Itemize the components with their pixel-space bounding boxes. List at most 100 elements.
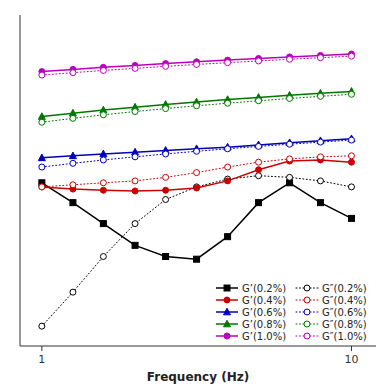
legend-label: G’(1.0%) bbox=[242, 331, 286, 342]
point bbox=[256, 200, 262, 206]
point bbox=[194, 256, 200, 262]
series bbox=[39, 53, 355, 78]
legend-label: G’(0.6%) bbox=[242, 307, 286, 318]
point bbox=[39, 119, 45, 125]
point bbox=[256, 143, 262, 149]
series bbox=[39, 157, 355, 194]
series bbox=[39, 137, 355, 170]
point bbox=[194, 103, 200, 109]
legend-marker bbox=[304, 285, 310, 291]
point bbox=[348, 53, 354, 59]
legend-marker bbox=[224, 285, 230, 291]
x-tick-label: 10 bbox=[344, 353, 358, 366]
background bbox=[0, 0, 391, 391]
point bbox=[163, 197, 169, 203]
legend-item: G″(0.4%) bbox=[296, 295, 367, 306]
point bbox=[39, 184, 45, 190]
point bbox=[225, 164, 231, 170]
x-tick bbox=[41, 346, 42, 351]
line bbox=[42, 139, 352, 158]
point bbox=[70, 160, 76, 166]
point bbox=[69, 152, 76, 159]
legend-item: G″(1.0%) bbox=[296, 331, 367, 342]
legend-marker bbox=[304, 297, 310, 303]
point bbox=[100, 112, 106, 118]
legend-marker bbox=[224, 308, 231, 315]
point bbox=[163, 254, 169, 260]
point bbox=[100, 254, 106, 260]
point bbox=[39, 323, 45, 329]
point bbox=[132, 188, 138, 194]
y-axis-line bbox=[20, 15, 21, 346]
x-axis: 1 10 bbox=[38, 346, 358, 366]
point bbox=[348, 215, 354, 221]
series bbox=[39, 153, 355, 190]
point bbox=[287, 95, 293, 101]
point bbox=[317, 178, 323, 184]
point bbox=[39, 164, 45, 170]
x-axis-label: Frequency (Hz) bbox=[147, 370, 249, 384]
point bbox=[256, 159, 262, 165]
series bbox=[39, 173, 355, 329]
legend-marker bbox=[224, 297, 230, 303]
point bbox=[38, 113, 45, 120]
legend-item: G’(0.6%) bbox=[216, 307, 286, 318]
point bbox=[70, 70, 76, 76]
line bbox=[42, 160, 352, 191]
x-tick-label: 1 bbox=[38, 353, 45, 366]
point bbox=[256, 173, 262, 179]
line bbox=[42, 176, 352, 326]
x-tick bbox=[351, 346, 352, 351]
plot-area bbox=[38, 51, 355, 329]
point bbox=[194, 148, 200, 154]
point bbox=[100, 221, 106, 227]
point bbox=[287, 156, 293, 162]
line bbox=[42, 94, 352, 122]
point bbox=[100, 150, 107, 157]
point bbox=[317, 55, 323, 61]
point bbox=[100, 67, 106, 73]
point bbox=[70, 289, 76, 295]
legend-label: G’(0.4%) bbox=[242, 295, 286, 306]
point bbox=[194, 185, 200, 191]
point bbox=[317, 154, 323, 160]
point bbox=[132, 221, 138, 227]
legend-label: G″(0.4%) bbox=[322, 295, 367, 306]
point bbox=[132, 242, 138, 248]
line bbox=[42, 156, 352, 187]
point bbox=[317, 139, 323, 145]
point bbox=[39, 184, 45, 190]
point bbox=[348, 159, 354, 165]
legend-label: G″(0.8%) bbox=[322, 319, 367, 330]
series bbox=[38, 135, 355, 161]
line bbox=[42, 91, 352, 116]
point bbox=[70, 182, 76, 188]
legend-item: G″(0.8%) bbox=[296, 319, 367, 330]
legend: G’(0.2%) G″(0.2%) G’(0.4%) G″(0.4%) G’(0.6%)… bbox=[216, 283, 367, 342]
point bbox=[100, 157, 106, 163]
point bbox=[348, 137, 354, 143]
point bbox=[256, 98, 262, 104]
point bbox=[70, 200, 76, 206]
point bbox=[38, 154, 45, 161]
point bbox=[194, 61, 200, 67]
point bbox=[256, 167, 262, 173]
series bbox=[39, 91, 355, 125]
point bbox=[163, 106, 169, 112]
point bbox=[39, 72, 45, 78]
point bbox=[163, 187, 169, 193]
legend-item: G″(0.2%) bbox=[296, 283, 367, 294]
legend-label: G’(0.2%) bbox=[242, 283, 286, 294]
point bbox=[132, 154, 138, 160]
point bbox=[132, 109, 138, 115]
legend-label: G″(0.2%) bbox=[322, 283, 367, 294]
point bbox=[348, 184, 354, 190]
point bbox=[70, 115, 76, 121]
line bbox=[42, 140, 352, 167]
legend-item: G’(0.4%) bbox=[216, 295, 286, 306]
point bbox=[132, 65, 138, 71]
legend-marker bbox=[224, 320, 231, 327]
point bbox=[287, 141, 293, 147]
point bbox=[287, 56, 293, 62]
point bbox=[225, 100, 231, 106]
